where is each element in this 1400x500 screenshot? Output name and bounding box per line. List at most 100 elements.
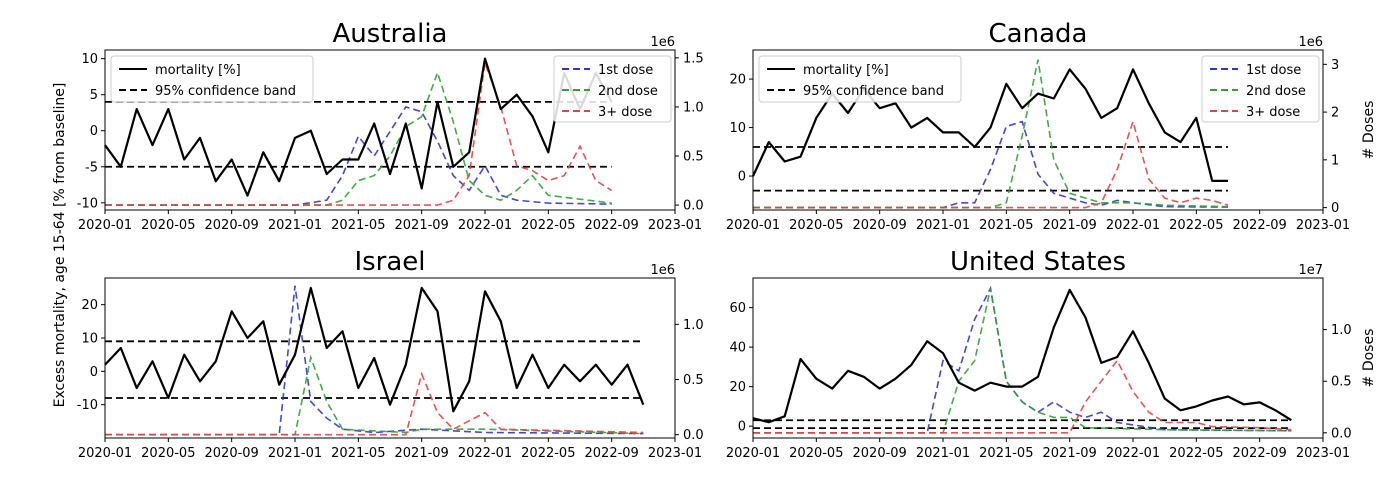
right-tick-label: 0.0: [1331, 426, 1352, 441]
panel-title: Israel: [354, 247, 425, 277]
x-tick-label: 2021-01: [268, 446, 322, 461]
left-tick-label: 40: [729, 341, 746, 356]
x-tick-label: 2021-05: [979, 218, 1033, 233]
panel-title: Canada: [989, 19, 1088, 49]
panel-title: United States: [950, 247, 1126, 277]
plot-frame: [752, 49, 1324, 211]
right-axis-exponent: 1e6: [650, 35, 675, 50]
left-tick-label: 20: [81, 298, 98, 313]
left-tick-label: -10: [77, 196, 98, 211]
dose3-series-line: [753, 118, 1229, 209]
x-tick-label: 2022-01: [458, 446, 512, 461]
x-tick-label: 2021-01: [916, 446, 970, 461]
legend-label: 3+ dose: [1246, 105, 1300, 120]
dose3-series-line: [105, 371, 644, 436]
x-tick-label: 2020-05: [789, 218, 843, 233]
dose1-series-line: [753, 120, 1229, 209]
right-tick-label: 3: [1331, 58, 1339, 73]
right-y-axis-label: # Doses: [1361, 329, 1377, 388]
right-axis-exponent: 1e7: [1298, 263, 1323, 278]
legend-label: 95% confidence band: [803, 84, 944, 99]
x-tick-label: 2020-05: [141, 218, 195, 233]
x-tick-label: 2020-01: [78, 446, 132, 461]
x-tick-label: 2020-05: [789, 446, 843, 461]
right-tick-label: 1.0: [683, 100, 704, 115]
legend-label: 1st dose: [598, 63, 653, 78]
x-tick-label: 2022-05: [521, 446, 575, 461]
x-tick-label: 2022-09: [1233, 446, 1287, 461]
x-tick-label: 2022-05: [1169, 218, 1223, 233]
right-tick-label: 0.5: [683, 150, 704, 165]
dose-legend: 1st dose 2nd dose 3+ dose: [553, 55, 672, 123]
right-axis-exponent: 1e6: [650, 263, 675, 278]
panel-title: Australia: [332, 19, 447, 49]
x-tick-label: 2021-01: [916, 218, 970, 233]
plot-frame: [104, 277, 676, 439]
x-tick-label: 2023-01: [1296, 218, 1350, 233]
left-tick-label: 0: [90, 365, 98, 380]
dose2-series-line: [105, 354, 644, 436]
x-tick-label: 2022-09: [1233, 218, 1287, 233]
plot-frame: [752, 277, 1324, 439]
left-tick-label: 0: [738, 420, 746, 435]
x-tick-label: 2022-05: [1169, 446, 1223, 461]
dose-legend: 1st dose 2nd dose 3+ dose: [1201, 55, 1320, 123]
panel-3: United States 2020-01 2020-05 2020-09 2021-0…: [726, 247, 1377, 461]
x-tick-label: 2020-01: [726, 218, 780, 233]
left-tick-label: 10: [729, 121, 746, 136]
right-tick-label: 0: [1331, 201, 1339, 216]
right-tick-label: 0.5: [1331, 375, 1352, 390]
legend-label: mortality [%]: [803, 63, 889, 78]
left-tick-label: 5: [90, 88, 98, 103]
dose1-series-line: [753, 285, 1292, 434]
left-tick-label: -10: [77, 398, 98, 413]
x-tick-label: 2022-09: [585, 218, 639, 233]
x-tick-label: 2022-01: [1106, 218, 1160, 233]
legend-label: 1st dose: [1246, 63, 1301, 78]
x-tick-label: 2020-05: [141, 446, 195, 461]
legend-label: mortality [%]: [155, 63, 241, 78]
mortality-series-line: [104, 57, 613, 197]
mortality-legend: mortality [%] 95% confidence band: [110, 55, 314, 103]
panel-1: Canada 2020-01 2020-05 2020-09 2021-01 2021-0…: [726, 19, 1377, 233]
left-tick-label: 20: [729, 380, 746, 395]
right-tick-label: 1.5: [683, 51, 704, 66]
legend-label: 2nd dose: [1246, 84, 1306, 99]
right-tick-label: 1: [1331, 153, 1339, 168]
mortality-legend: mortality [%] 95% confidence band: [758, 55, 962, 103]
dose2-series-line: [753, 59, 1229, 209]
x-tick-label: 2021-09: [1043, 446, 1097, 461]
x-tick-label: 2021-01: [268, 218, 322, 233]
x-tick-label: 2021-09: [1043, 218, 1097, 233]
left-tick-label: 0: [90, 124, 98, 139]
left-tick-label: 20: [729, 73, 746, 88]
right-tick-label: 0.5: [683, 373, 704, 388]
x-tick-label: 2022-09: [585, 446, 639, 461]
x-tick-label: 2022-05: [521, 218, 575, 233]
legend-label: 2nd dose: [598, 84, 658, 99]
x-tick-label: 2021-09: [395, 218, 449, 233]
x-tick-label: 2022-01: [1106, 446, 1160, 461]
x-tick-label: 2021-09: [395, 446, 449, 461]
legend-label: 3+ dose: [598, 105, 652, 120]
x-tick-label: 2021-05: [331, 446, 385, 461]
right-tick-label: 1.0: [683, 318, 704, 333]
right-y-axis-label: # Doses: [1361, 101, 1377, 160]
left-tick-label: 0: [738, 170, 746, 185]
right-axis-exponent: 1e6: [1298, 35, 1323, 50]
left-tick-label: 10: [81, 52, 98, 67]
x-tick-label: 2023-01: [648, 446, 702, 461]
x-tick-label: 2020-01: [726, 446, 780, 461]
dose3-series-line: [105, 62, 613, 206]
legend-label: 95% confidence band: [155, 84, 296, 99]
right-tick-label: 1.0: [1331, 323, 1352, 338]
x-tick-label: 2021-05: [331, 218, 385, 233]
right-tick-label: 2: [1331, 106, 1339, 121]
x-tick-label: 2022-01: [458, 218, 512, 233]
shared-y-axis-label: Excess mortality, age 15-64 [% from base…: [52, 83, 68, 408]
plot-frame: [104, 49, 676, 211]
dose1-series-line: [105, 285, 644, 436]
left-tick-label: -5: [85, 160, 98, 175]
dose2-series-line: [105, 70, 612, 206]
